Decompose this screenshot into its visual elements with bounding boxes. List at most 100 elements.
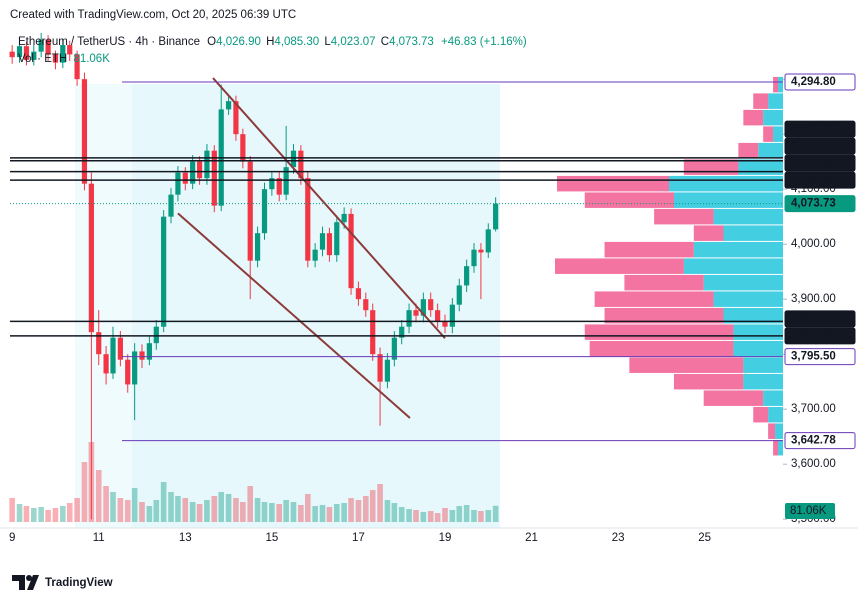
- volume-bar: [261, 502, 268, 522]
- candle-body: [125, 359, 131, 385]
- candle-body: [182, 172, 188, 184]
- volume-bar: [319, 505, 326, 522]
- volume-bar: [196, 504, 203, 522]
- l-value: 4,023.07: [331, 36, 376, 48]
- volume-bar: [52, 508, 59, 522]
- o-key: O: [207, 36, 216, 48]
- volume-bar: [312, 506, 318, 522]
- candle-body: [348, 213, 354, 289]
- candle-body: [132, 351, 138, 385]
- candle-body: [168, 194, 174, 217]
- volume-tag-label: 81.06K: [790, 505, 827, 517]
- profile-down: [673, 373, 744, 390]
- volume-bar: [38, 507, 44, 522]
- candle-body: [449, 304, 455, 327]
- price-tag-label: 4,156.90: [791, 123, 836, 135]
- volume-bar: [478, 511, 484, 522]
- candle-body: [96, 332, 102, 355]
- candle-body: [52, 54, 59, 63]
- price-tag-box: [784, 195, 856, 213]
- candle-body: [442, 321, 448, 327]
- candle-body: [153, 326, 159, 344]
- price-tag-label: 4,294.80: [791, 76, 836, 88]
- volume-title: Vol · ETH: [18, 53, 67, 65]
- profile-down: [589, 340, 734, 357]
- logo-dot: [26, 575, 32, 581]
- o-value: 4,026.90: [216, 36, 261, 48]
- profile-down: [753, 93, 769, 109]
- brand-logo: TradingView: [12, 575, 113, 590]
- volume-bar: [45, 510, 51, 522]
- candle-body: [312, 249, 318, 261]
- candle-body: [161, 216, 167, 327]
- candle-body: [16, 46, 23, 58]
- volume-bar: [124, 500, 131, 522]
- profile-up: [733, 324, 783, 340]
- price-tag-box: [784, 432, 856, 450]
- volume-bar: [427, 511, 434, 522]
- volume-bar: [117, 498, 124, 522]
- profile-up: [683, 258, 783, 274]
- price-tags: 3,642.78 3,795.50 3,833.20 3,859.57 4,073.73…: [784, 73, 856, 519]
- volume-bar: [442, 508, 448, 522]
- candle-body: [81, 79, 88, 184]
- volume-bar: [218, 492, 225, 522]
- candle-body: [23, 46, 30, 60]
- profile-down: [584, 324, 734, 340]
- profile-down: [556, 175, 669, 192]
- profile-up: [743, 373, 783, 390]
- candle-body: [276, 178, 282, 195]
- profile-up: [768, 93, 783, 109]
- price-tag-label: 3,642.78: [791, 435, 836, 447]
- profile-up: [703, 274, 783, 291]
- candle-body: [399, 326, 405, 338]
- candle-body: [139, 351, 145, 360]
- volume-bar: [153, 500, 160, 522]
- profile-down: [768, 423, 776, 439]
- profile-down: [604, 307, 724, 324]
- candle-body: [290, 150, 297, 168]
- volume-bar: [304, 494, 311, 522]
- profile-up: [743, 357, 783, 373]
- candle-body: [384, 359, 391, 382]
- profile-up: [775, 423, 783, 439]
- volume-bar: [384, 500, 391, 522]
- profile-up: [773, 126, 783, 142]
- volume-bar: [103, 486, 109, 522]
- profile-up: [758, 142, 783, 159]
- volume-bar: [456, 506, 463, 522]
- volume-bar: [333, 504, 340, 522]
- candle-body: [9, 51, 15, 58]
- profile-down: [584, 192, 674, 208]
- profile-up: [763, 390, 783, 406]
- candle-body: [45, 39, 51, 55]
- candle-body: [269, 178, 275, 190]
- profile-up: [713, 208, 783, 225]
- volume-bar: [471, 510, 477, 522]
- candle-body: [298, 150, 304, 179]
- y-tick-label: 3,700.00: [791, 403, 836, 415]
- price-tag-label: 4,073.73: [791, 198, 836, 210]
- profile-down: [773, 76, 779, 93]
- volume-bar: [182, 498, 189, 522]
- profile-down: [604, 241, 694, 258]
- created-note: Created with TradingView.com, Oct 20, 20…: [10, 9, 296, 21]
- candle-body: [391, 337, 397, 360]
- candle-body: [110, 337, 116, 374]
- volume-bar: [369, 490, 376, 522]
- profile-up: [768, 406, 783, 423]
- volume-bar: [225, 494, 232, 522]
- candle-body: [247, 161, 253, 261]
- profile-up: [738, 159, 783, 175]
- volume-bar: [434, 513, 441, 522]
- profile-up: [713, 291, 783, 307]
- profile-down: [773, 439, 779, 456]
- candle-body: [204, 150, 210, 179]
- volume-bar: [348, 498, 354, 522]
- profile-down: [738, 142, 759, 159]
- profile-down: [594, 291, 714, 307]
- profile-down: [703, 390, 764, 406]
- candle-body: [175, 172, 181, 195]
- volume-pane: [9, 442, 499, 522]
- x-tick-label: 9: [9, 532, 15, 544]
